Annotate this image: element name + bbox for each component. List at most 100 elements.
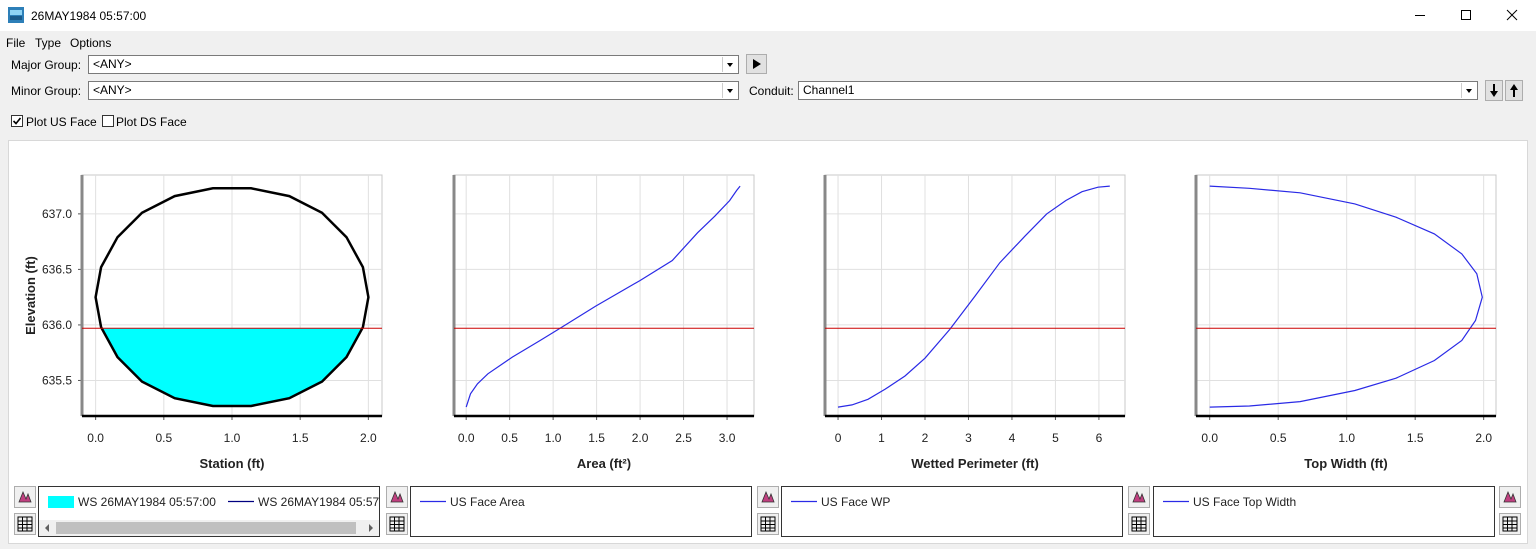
series-line bbox=[837, 185, 1110, 408]
legend-label: WS 26MAY1984 05:57:00 bbox=[78, 495, 216, 509]
x-axis-title: Wetted Perimeter (ft) bbox=[911, 456, 1039, 471]
checkmark bbox=[12, 117, 22, 125]
legend-label: US Face Top Width bbox=[1193, 495, 1296, 509]
minor-group-combo[interactable]: <ANY> bbox=[88, 81, 739, 100]
window-buttons[interactable] bbox=[1400, 0, 1536, 31]
chart-buttons[interactable] bbox=[14, 486, 36, 535]
x-tick-label: 3.0 bbox=[719, 431, 736, 445]
x-tick-label: 1.0 bbox=[224, 431, 241, 445]
table-icon bbox=[389, 516, 405, 532]
legend-label: US Face Area bbox=[450, 495, 525, 509]
legend: US Face WP bbox=[791, 495, 890, 509]
major-group-combo[interactable]: <ANY> bbox=[88, 55, 739, 74]
maximize[interactable] bbox=[1461, 10, 1471, 20]
x-tick-label: 1.5 bbox=[292, 431, 309, 445]
x-tick-label: 0.0 bbox=[1201, 431, 1218, 445]
scroll-left[interactable] bbox=[45, 524, 49, 532]
table-icon bbox=[17, 516, 33, 532]
y-tick-label: 635.5 bbox=[42, 373, 72, 387]
legend-box bbox=[1153, 486, 1495, 537]
minor-group-label: Minor Group: bbox=[11, 84, 82, 98]
up-icon bbox=[1510, 84, 1518, 97]
menu-file[interactable]: File bbox=[6, 36, 26, 50]
x-tick-label: 1.0 bbox=[545, 431, 562, 445]
plot-ds-label: Plot DS Face bbox=[116, 115, 187, 129]
plot-ds-checkbox[interactable] bbox=[102, 115, 114, 127]
title-bar bbox=[0, 0, 1536, 31]
chart-buttons[interactable] bbox=[1128, 486, 1150, 535]
series-line bbox=[1209, 185, 1483, 408]
chart-icon bbox=[1132, 490, 1146, 503]
legend-swatch bbox=[48, 496, 74, 508]
chart-buttons[interactable] bbox=[1499, 486, 1521, 535]
legend-label: US Face WP bbox=[821, 495, 890, 509]
plot-us-checkbox[interactable] bbox=[11, 115, 23, 127]
x-tick-label: 0.0 bbox=[87, 431, 104, 445]
x-tick-label: 1.5 bbox=[1407, 431, 1424, 445]
x-tick-label: 1.5 bbox=[588, 431, 605, 445]
x-tick-label: 4 bbox=[1009, 431, 1016, 445]
major-group-value: <ANY> bbox=[93, 57, 132, 71]
up-button[interactable] bbox=[1505, 80, 1523, 101]
x-tick-label: 6 bbox=[1096, 431, 1103, 445]
x-tick-label: 2 bbox=[922, 431, 929, 445]
down-icon bbox=[1490, 84, 1498, 97]
x-axis-title: Station (ft) bbox=[200, 456, 265, 471]
chart-icon bbox=[390, 490, 404, 503]
x-tick-label: 1 bbox=[878, 431, 885, 445]
dropdown-arrow bbox=[722, 83, 733, 98]
plot-background bbox=[453, 174, 755, 417]
series-line bbox=[465, 185, 741, 408]
legend: US Face Top Width bbox=[1163, 495, 1296, 509]
down-button[interactable] bbox=[1485, 80, 1503, 101]
x-tick-label: 0.5 bbox=[1270, 431, 1287, 445]
chart-icon bbox=[761, 490, 775, 503]
x-tick-label: 5 bbox=[1052, 431, 1059, 445]
x-tick-label: 0 bbox=[835, 431, 842, 445]
y-tick-label: 636.5 bbox=[42, 262, 72, 276]
x-axis-title: Area (ft²) bbox=[577, 456, 631, 471]
legend-box bbox=[410, 486, 752, 537]
scroll-thumb[interactable] bbox=[56, 522, 356, 534]
dropdown-arrow bbox=[1461, 83, 1472, 98]
minor-group-value: <ANY> bbox=[93, 83, 132, 97]
water-fill bbox=[101, 328, 363, 406]
table-icon bbox=[1131, 516, 1147, 532]
x-axis-title: Top Width (ft) bbox=[1304, 456, 1387, 471]
x-tick-label: 3 bbox=[965, 431, 972, 445]
major-group-label: Major Group: bbox=[11, 58, 82, 72]
legend: US Face Area bbox=[420, 495, 525, 509]
table-icon bbox=[760, 516, 776, 532]
x-tick-label: 0.5 bbox=[501, 431, 518, 445]
dropdown-arrow bbox=[722, 57, 733, 72]
scroll-right[interactable] bbox=[369, 524, 373, 532]
legend: WS 26MAY1984 05:57:00 WS 26MAY1984 05:57:… bbox=[48, 495, 380, 509]
close[interactable] bbox=[1506, 9, 1518, 21]
x-tick-label: 2.0 bbox=[360, 431, 377, 445]
series-line bbox=[94, 187, 370, 408]
menu-type[interactable]: Type bbox=[35, 36, 62, 50]
x-tick-label: 2.0 bbox=[1475, 431, 1492, 445]
conduit-value: Channel1 bbox=[803, 83, 855, 97]
x-tick-label: 0.0 bbox=[458, 431, 475, 445]
chart-buttons[interactable] bbox=[757, 486, 779, 535]
y-axis-title: Elevation (ft) bbox=[23, 256, 38, 335]
chart-icon bbox=[18, 490, 32, 503]
plot-us-label: Plot US Face bbox=[26, 115, 97, 129]
conduit-combo[interactable]: Channel1 bbox=[798, 81, 1478, 100]
y-tick-label: 637.0 bbox=[42, 207, 72, 221]
window-title: 26MAY1984 05:57:00 bbox=[31, 9, 147, 23]
play-button[interactable] bbox=[746, 54, 767, 74]
plot-background bbox=[1195, 174, 1497, 417]
legend-box bbox=[781, 486, 1123, 537]
play-icon bbox=[753, 59, 761, 69]
conduit-label: Conduit: bbox=[749, 84, 794, 98]
chart-buttons[interactable] bbox=[386, 486, 408, 535]
menu-options[interactable]: Options bbox=[70, 36, 112, 50]
x-tick-label: 2.0 bbox=[632, 431, 649, 445]
table-icon bbox=[1502, 516, 1518, 532]
x-tick-label: 1.0 bbox=[1338, 431, 1355, 445]
y-tick-label: 636.0 bbox=[42, 318, 72, 332]
